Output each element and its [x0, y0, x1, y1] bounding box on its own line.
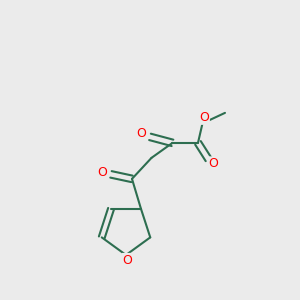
Text: O: O [199, 111, 209, 124]
Text: O: O [123, 254, 132, 267]
Text: O: O [137, 128, 146, 140]
Text: O: O [98, 167, 107, 179]
Text: O: O [208, 158, 218, 170]
